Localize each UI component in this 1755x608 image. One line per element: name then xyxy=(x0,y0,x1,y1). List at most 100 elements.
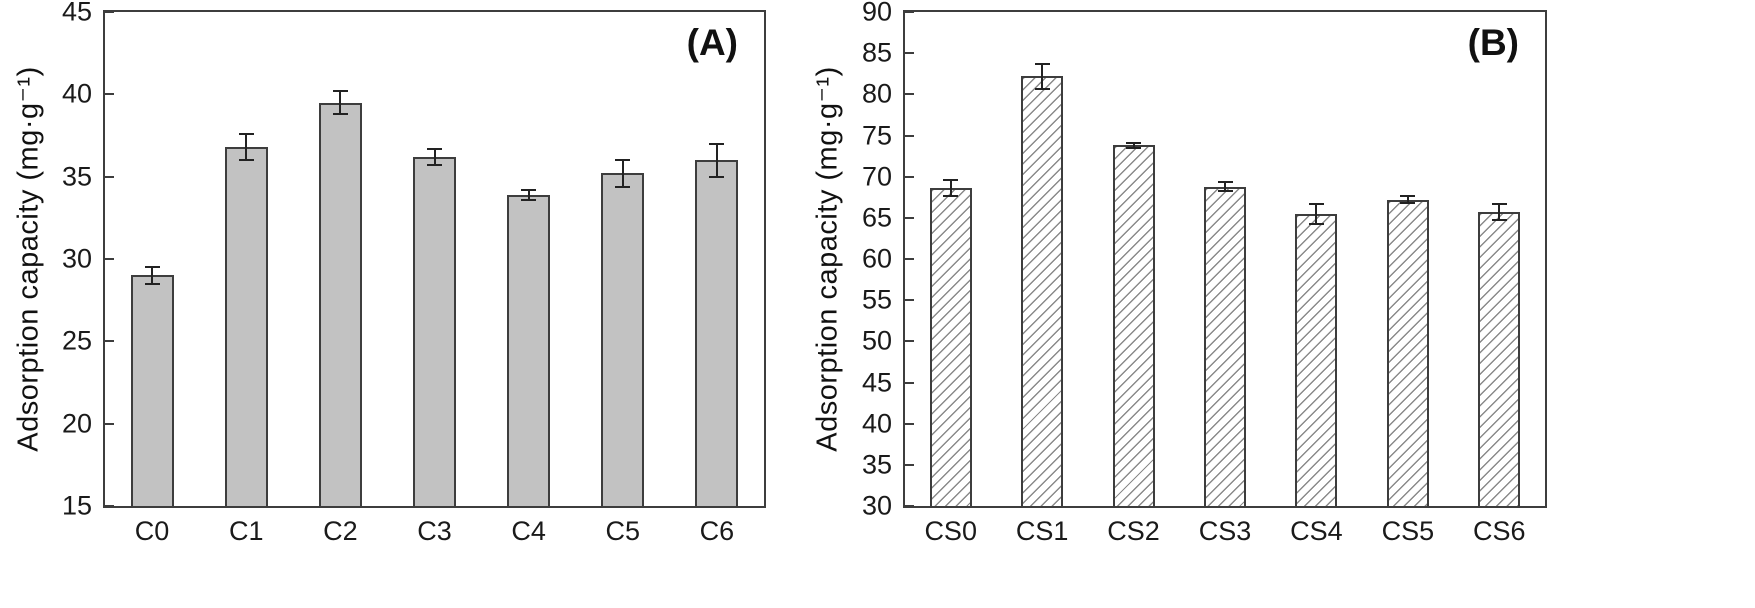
error-bar-bottom-cap xyxy=(1308,222,1324,225)
y-tick xyxy=(105,258,114,260)
y-tick xyxy=(905,216,914,219)
y-tick-label: 75 xyxy=(861,120,892,150)
y-tick-label: 65 xyxy=(861,202,892,233)
error-bar-bottom-cap xyxy=(1400,202,1416,204)
y-tick-label: 45 xyxy=(61,0,92,27)
y-tick-label: 85 xyxy=(861,37,892,68)
y-axis-label-panel-a: Adsorption capacity (mg·g⁻¹) xyxy=(12,66,45,452)
x-tick-label: C5 xyxy=(605,516,641,546)
y-tick-label: 40 xyxy=(861,408,892,439)
y-tick xyxy=(905,175,914,178)
x-tick-label: C2 xyxy=(323,516,358,546)
error-bar-top-cap xyxy=(1400,195,1416,198)
error-bar-bottom-cap xyxy=(1491,219,1507,222)
y-tick-label: 40 xyxy=(61,78,92,109)
y-tick xyxy=(905,134,914,137)
error-bar-top-cap xyxy=(144,266,160,269)
error-bar-top-cap xyxy=(521,188,537,191)
error-bar-top-cap xyxy=(709,142,725,145)
y-tick-label: 30 xyxy=(861,490,892,521)
y-axis-label-panel-b: Adsorption capacity (mg·g⁻¹) xyxy=(811,66,844,452)
error-bar-top-cap xyxy=(943,178,959,181)
error-bar-bottom-cap xyxy=(1034,87,1050,90)
bar-C2 xyxy=(318,102,362,506)
bar-CS5 xyxy=(1386,199,1429,506)
error-bar xyxy=(1041,63,1044,89)
bar-CS3 xyxy=(1204,186,1246,506)
y-tick-label: 45 xyxy=(861,367,892,397)
error-bar xyxy=(1406,196,1409,203)
error-bar-bottom-cap xyxy=(332,113,348,116)
x-tick-label: CS5 xyxy=(1381,516,1435,546)
error-bar xyxy=(1315,203,1318,224)
error-bar xyxy=(715,143,718,177)
error-bar xyxy=(151,267,154,284)
error-bar-top-cap xyxy=(1034,62,1050,65)
error-bar-top-cap xyxy=(427,147,442,150)
error-bar-bottom-cap xyxy=(709,175,725,178)
y-tick-label: 80 xyxy=(861,78,892,109)
error-bar-top-cap xyxy=(1126,141,1142,144)
y-tick xyxy=(905,463,914,466)
error-bar xyxy=(621,160,624,187)
y-tick xyxy=(905,93,914,96)
y-tick xyxy=(905,340,914,343)
bar-CS4 xyxy=(1295,213,1338,506)
y-tick xyxy=(905,258,914,260)
error-bar-bottom-cap xyxy=(943,195,959,198)
bar-C4 xyxy=(507,194,551,506)
bar-CS2 xyxy=(1112,145,1155,506)
error-bar xyxy=(1132,142,1135,148)
plot-area-panel-b: (B) 30 35 40 45 50 55 60 65 70 75 80 85 90 CS0 CS1 CS2 C… xyxy=(862,0,1547,545)
error-bar-bottom-cap xyxy=(521,198,537,201)
panel-label-a: (A) xyxy=(686,22,738,63)
y-tick xyxy=(905,52,914,55)
bar-C5 xyxy=(601,173,645,506)
error-bar xyxy=(1498,203,1501,221)
error-bar-bottom-cap xyxy=(1217,189,1233,192)
bar-C3 xyxy=(413,156,456,506)
y-tick xyxy=(905,505,914,507)
error-bar-top-cap xyxy=(1491,202,1507,205)
error-bar xyxy=(245,133,248,161)
y-tick-label: 35 xyxy=(61,161,92,192)
error-bar-top-cap xyxy=(332,90,348,93)
y-tick-label: 20 xyxy=(61,408,92,439)
x-tick-label: C0 xyxy=(134,516,170,546)
error-bar xyxy=(1224,182,1226,191)
x-tick-label: CS6 xyxy=(1473,516,1526,546)
x-tick-label: CS3 xyxy=(1198,516,1252,546)
y-tick xyxy=(905,299,914,302)
bar-C6 xyxy=(695,160,739,506)
bar-C1 xyxy=(224,147,268,506)
error-bar xyxy=(527,189,530,200)
x-tick-label: C3 xyxy=(417,516,452,546)
x-tick-label: C4 xyxy=(511,516,546,546)
error-bar-bottom-cap xyxy=(427,164,442,167)
error-bar-top-cap xyxy=(238,132,254,135)
y-tick xyxy=(105,340,114,343)
y-tick-label: 70 xyxy=(861,161,892,192)
y-tick xyxy=(105,422,114,425)
x-tick-label: CS1 xyxy=(1015,516,1069,546)
bar-CS1 xyxy=(1021,76,1064,506)
error-bar xyxy=(433,148,436,166)
error-bar-top-cap xyxy=(1308,202,1324,205)
error-bar xyxy=(339,91,342,115)
error-bar-top-cap xyxy=(615,159,631,162)
error-bar-bottom-cap xyxy=(238,159,254,162)
y-tick-label: 55 xyxy=(861,284,892,315)
bar-CS6 xyxy=(1478,212,1521,506)
plot-area-panel-a: (A) 15 20 25 30 35 40 45 C0 C1 C2 C3 C4 C5 C6 xyxy=(62,0,766,545)
y-tick xyxy=(105,93,114,96)
error-bar-bottom-cap xyxy=(615,185,631,188)
error-bar-top-cap xyxy=(1217,181,1233,184)
error-bar-bottom-cap xyxy=(1126,146,1142,149)
y-tick xyxy=(105,505,114,507)
y-tick xyxy=(105,11,114,13)
x-tick-label: CS4 xyxy=(1290,516,1343,546)
error-bar-bottom-cap xyxy=(144,282,160,285)
y-tick xyxy=(905,11,914,13)
bar-CS0 xyxy=(929,188,972,506)
